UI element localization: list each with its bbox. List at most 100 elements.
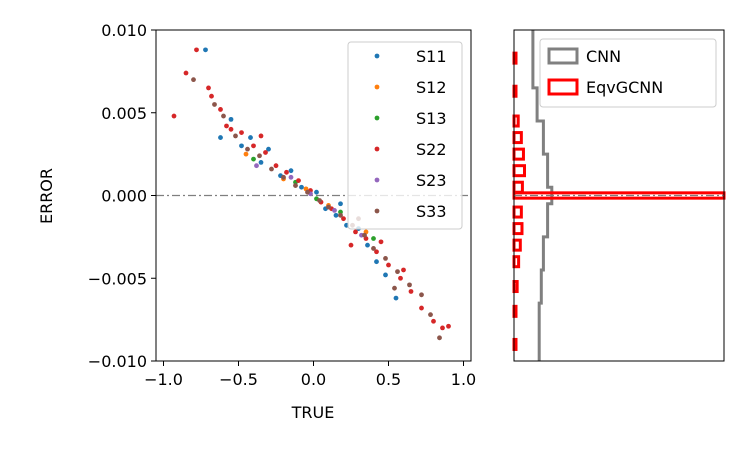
scatter-point-s22 — [378, 239, 384, 245]
scatter-point-s22 — [251, 143, 256, 149]
scatter-point-s33 — [191, 77, 196, 83]
x-tick-label: −0.5 — [219, 370, 258, 389]
y-tick-label: −0.005 — [88, 269, 147, 288]
scatter-point-s13 — [251, 156, 256, 162]
scatter-point-s22 — [386, 262, 391, 268]
scatter-point-s33 — [428, 312, 433, 318]
legend-marker-s11 — [374, 53, 380, 59]
legend-label-s13: S13 — [416, 109, 447, 128]
scatter-point-s11 — [266, 146, 271, 152]
x-tick-label: 1.0 — [451, 370, 476, 389]
legend-label-s12: S12 — [416, 78, 447, 97]
y-tick-label: −0.010 — [88, 352, 147, 371]
scatter-legend-frame — [347, 41, 463, 230]
scatter-point-s23 — [332, 207, 337, 213]
y-tick-label: 0.000 — [101, 187, 147, 206]
scatter-point-s22 — [374, 249, 379, 255]
scatter-point-s22 — [284, 169, 289, 175]
scatter-point-s22 — [218, 107, 223, 112]
scatter-point-s12 — [243, 151, 249, 157]
scatter-point-s11 — [248, 135, 253, 140]
scatter-point-s13 — [371, 236, 376, 241]
scatter-point-s13 — [338, 209, 343, 215]
scatter-point-s11 — [288, 168, 294, 174]
scatter-point-s22 — [408, 289, 414, 294]
legend-label-cnn: CNN — [586, 47, 621, 66]
scatter-legend-items: S11 S12 S13 S22 S23 S33 — [374, 47, 447, 221]
scatter-point-s22 — [431, 318, 436, 324]
scatter-point-s33 — [392, 285, 397, 291]
scatter-point-s22 — [209, 93, 214, 99]
scatter-point-s33 — [233, 133, 238, 139]
y-axis-label: ERROR — [37, 168, 56, 224]
scatter-point-s22 — [398, 275, 403, 281]
scatter-point-s33 — [281, 174, 286, 180]
scatter-point-s22 — [440, 325, 445, 331]
scatter-point-s33 — [338, 212, 343, 218]
scatter-point-s22 — [224, 123, 229, 129]
scatter-point-s11 — [314, 189, 319, 195]
y-tick-label: 0.010 — [101, 21, 147, 40]
scatter-point-s33 — [383, 255, 388, 261]
scatter-point-s33 — [419, 292, 424, 298]
scatter-panel: −1.0 −0.5 0.0 0.5 1.0 0.010 0.005 0.000 −0.005 −… — [37, 21, 476, 422]
scatter-legend: S11 S12 S13 S22 S23 S33 — [347, 41, 463, 230]
histogram-legend: CNN EqvGCNN — [539, 38, 717, 108]
legend-label-s22: S22 — [416, 140, 447, 159]
scatter-point-s11 — [299, 184, 304, 190]
scatter-point-s33 — [437, 335, 442, 341]
y-tick-label: 0.005 — [101, 104, 147, 123]
y-axis-ticks: 0.010 0.005 0.000 −0.005 −0.010 — [88, 21, 156, 371]
legend-label-s33: S33 — [416, 202, 447, 221]
scatter-point-s22 — [446, 323, 451, 329]
histogram-legend-frame — [539, 38, 717, 108]
x-axis-ticks: −1.0 −0.5 0.0 0.5 1.0 — [144, 361, 476, 389]
x-tick-label: 0.0 — [301, 370, 326, 389]
scatter-point-s33 — [371, 246, 376, 251]
scatter-point-s33 — [269, 166, 274, 172]
scatter-point-s33 — [221, 113, 226, 119]
scatter-point-s11 — [365, 242, 370, 248]
legend-marker-s13 — [374, 115, 380, 121]
scatter-point-s33 — [305, 189, 310, 195]
histogram-axes-frame — [513, 29, 725, 362]
scatter-point-s33 — [257, 153, 262, 159]
scatter-point-s22 — [258, 133, 264, 139]
legend-marker-s23 — [374, 177, 380, 183]
scatter-point-s22 — [341, 216, 346, 222]
scatter-point-s22 — [401, 267, 406, 273]
scatter-point-s22 — [263, 150, 268, 155]
legend-marker-s33 — [374, 208, 380, 214]
scatter-point-s23 — [288, 174, 294, 180]
scatter-point-s22 — [194, 47, 199, 53]
x-tick-label: 0.5 — [376, 370, 401, 389]
legend-marker-s22 — [374, 146, 380, 152]
scatter-point-s33 — [407, 282, 412, 288]
scatter-point-s33 — [245, 146, 250, 152]
scatter-point-s33 — [362, 232, 367, 238]
histogram-panel: CNN EqvGCNN — [512, 29, 726, 362]
scatter-point-s33 — [212, 102, 217, 107]
scatter-point-s11 — [383, 272, 388, 278]
scatter-point-s11 — [338, 201, 343, 207]
scatter-point-s22 — [353, 229, 358, 235]
x-tick-label: −1.0 — [144, 370, 183, 389]
scatter-point-s33 — [293, 183, 298, 188]
legend-swatch-eqvgcnn — [547, 78, 579, 96]
x-axis-label: TRUE — [291, 403, 335, 422]
legend-label-s23: S23 — [416, 171, 447, 190]
scatter-point-s22 — [296, 178, 301, 184]
scatter-point-s33 — [395, 269, 400, 275]
legend-label-s11: S11 — [416, 47, 447, 66]
scatter-point-s22 — [206, 85, 211, 91]
scatter-point-s11 — [218, 135, 223, 140]
scatter-point-s22 — [348, 242, 354, 248]
scatter-point-s22 — [273, 163, 279, 169]
scatter-points — [171, 47, 451, 341]
scatter-point-s22 — [228, 126, 234, 132]
legend-marker-s12 — [374, 84, 380, 90]
scatter-point-s11 — [228, 116, 234, 122]
scatter-point-s11 — [393, 295, 399, 301]
scatter-point-s11 — [374, 259, 379, 265]
